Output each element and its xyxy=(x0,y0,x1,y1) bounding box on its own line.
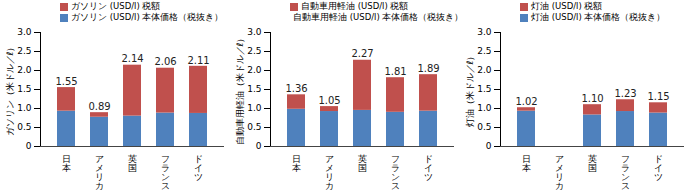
html-text:自動車用軽油 (USD/l) 本体価格（税抜き）: 自動車用軽油 (USD/l) 本体価格（税抜き） xyxy=(293,12,464,22)
svg-text:自動車用軽油（米ドル／ℓ）: 自動車用軽油（米ドル／ℓ） xyxy=(235,34,245,146)
svg-text:2.0: 2.0 xyxy=(477,65,492,75)
svg-text:2.5: 2.5 xyxy=(247,46,261,56)
svg-text:2.27: 2.27 xyxy=(351,48,373,59)
svg-text:0.5: 0.5 xyxy=(477,122,491,132)
svg-text:1.10: 1.10 xyxy=(581,93,603,104)
svg-text:3.0: 3.0 xyxy=(17,27,32,37)
svg-text:2.5: 2.5 xyxy=(17,46,31,56)
svg-text:ガソリン（米ドル／ℓ）: ガソリン（米ドル／ℓ） xyxy=(5,43,15,137)
svg-text:1.36: 1.36 xyxy=(285,83,307,94)
svg-text:2.0: 2.0 xyxy=(247,65,262,75)
svg-text:英国: 英国 xyxy=(588,154,597,173)
svg-text:0: 0 xyxy=(256,141,262,151)
svg-text:1.5: 1.5 xyxy=(477,84,491,94)
svg-text:2.06: 2.06 xyxy=(154,56,176,67)
svg-text:フランス: フランス xyxy=(391,154,400,191)
html-text:灯油 (USD/l) 本体価格（税抜き）: 灯油 (USD/l) 本体価格（税抜き） xyxy=(531,12,666,22)
svg-text:1.05: 1.05 xyxy=(318,95,340,106)
svg-text:ドイツ: ドイツ xyxy=(654,154,663,182)
html-text:灯油 (USD/l) 税額: 灯油 (USD/l) 税額 xyxy=(531,1,603,11)
svg-text:灯油（米ドル／ℓ）: 灯油（米ドル／ℓ） xyxy=(465,52,475,128)
svg-text:ドイツ: ドイツ xyxy=(194,154,203,182)
svg-text:0.89: 0.89 xyxy=(88,101,110,112)
svg-text:2.0: 2.0 xyxy=(17,65,32,75)
svg-text:英国: 英国 xyxy=(358,154,367,173)
svg-text:フランス: フランス xyxy=(621,154,630,191)
svg-text:1.81: 1.81 xyxy=(384,66,406,77)
svg-text:1.15: 1.15 xyxy=(647,91,669,102)
svg-text:日本: 日本 xyxy=(522,154,531,173)
svg-text:2.5: 2.5 xyxy=(477,46,491,56)
svg-text:英国: 英国 xyxy=(128,154,137,173)
svg-text:0.5: 0.5 xyxy=(247,122,261,132)
html-text:ガソリン (USD/l) 税額: ガソリン (USD/l) 税額 xyxy=(71,1,161,11)
svg-text:アメリカ: アメリカ xyxy=(555,154,564,191)
svg-text:0: 0 xyxy=(486,141,492,151)
svg-text:3.0: 3.0 xyxy=(477,27,492,37)
svg-text:3.0: 3.0 xyxy=(247,27,262,37)
html-text:ガソリン (USD/l) 本体価格（税抜き）: ガソリン (USD/l) 本体価格（税抜き） xyxy=(71,12,224,22)
svg-text:1.5: 1.5 xyxy=(247,84,261,94)
svg-text:0.5: 0.5 xyxy=(17,122,31,132)
svg-text:ドイツ: ドイツ xyxy=(424,154,433,182)
svg-text:1.0: 1.0 xyxy=(247,103,262,113)
svg-text:日本: 日本 xyxy=(62,154,71,173)
svg-text:1.0: 1.0 xyxy=(477,103,492,113)
svg-text:1.23: 1.23 xyxy=(614,88,636,99)
svg-text:アメリカ: アメリカ xyxy=(325,154,334,191)
svg-text:0: 0 xyxy=(26,141,32,151)
svg-text:2.11: 2.11 xyxy=(187,55,209,66)
svg-text:1.5: 1.5 xyxy=(17,84,31,94)
svg-text:1.55: 1.55 xyxy=(55,76,77,87)
svg-text:1.0: 1.0 xyxy=(17,103,32,113)
html-text:自動車用軽油 (USD/l) 税額: 自動車用軽油 (USD/l) 税額 xyxy=(301,1,409,11)
svg-text:日本: 日本 xyxy=(292,154,301,173)
svg-text:フランス: フランス xyxy=(161,154,170,191)
svg-text:1.02: 1.02 xyxy=(515,96,537,107)
svg-text:2.14: 2.14 xyxy=(121,53,143,64)
svg-text:アメリカ: アメリカ xyxy=(95,154,104,191)
svg-text:1.89: 1.89 xyxy=(417,63,439,74)
